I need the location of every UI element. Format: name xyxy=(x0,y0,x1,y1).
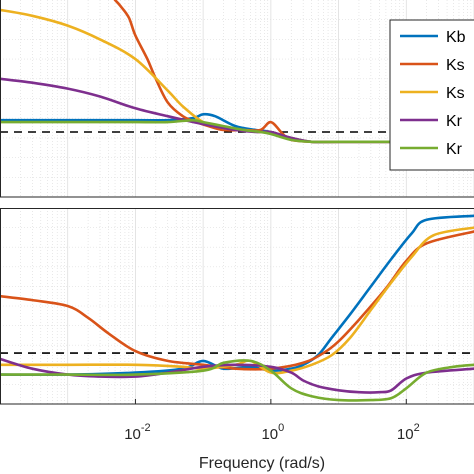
legend-label-1: Kb xyxy=(446,29,466,46)
bottom-series-line-3 xyxy=(0,226,474,375)
x-tick-label: 10-2 xyxy=(124,422,150,443)
legend-label-3: Ks xyxy=(446,85,465,102)
x-axis-label: Frequency (rad/s) xyxy=(199,455,325,472)
bottom-axes-frame xyxy=(0,208,474,405)
bottom-series-line-1 xyxy=(0,214,474,377)
top-series-line-5 xyxy=(0,118,474,144)
top-panel: Kb Ks Ks Kr Kr xyxy=(0,0,474,198)
top-legend: Kb Ks Ks Kr Kr xyxy=(389,19,474,171)
bottom-panel: 10-2 100 102 Frequency (rad/s) xyxy=(0,208,474,472)
x-tick-label: 102 xyxy=(397,422,420,443)
bottom-series-line-5 xyxy=(0,359,474,402)
legend-box xyxy=(389,19,474,171)
top-grid xyxy=(0,0,474,197)
bottom-series-group xyxy=(0,214,474,402)
bottom-series-line-4 xyxy=(0,357,474,394)
legend-label-5: Kr xyxy=(446,141,463,158)
legend-label-2: Ks xyxy=(446,57,465,74)
legend-label-4: Kr xyxy=(446,113,463,130)
x-tick-label: 100 xyxy=(261,422,284,443)
bottom-x-ticks: 10-2 100 102 xyxy=(124,399,420,443)
top-axes-frame xyxy=(0,0,474,198)
